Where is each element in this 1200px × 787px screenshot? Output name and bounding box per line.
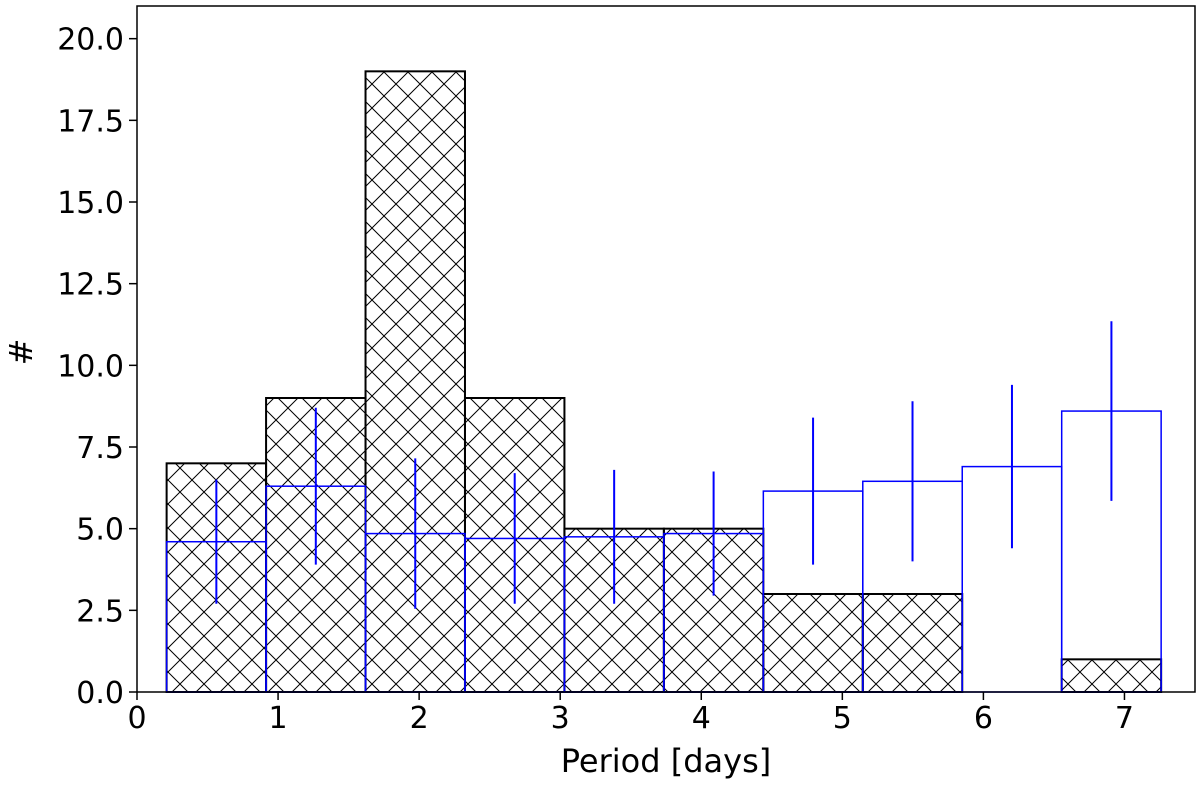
y-tick-label-3: 7.5 — [76, 431, 124, 466]
x-tick-label-1: 1 — [269, 701, 288, 736]
hatched-bar-fill-7 — [862, 594, 963, 692]
y-tick-label-2: 5.0 — [76, 513, 124, 548]
y-tick-label-0: 0.0 — [76, 676, 124, 711]
x-tick-label-7: 7 — [1115, 701, 1134, 736]
y-axis-label: # — [2, 339, 40, 366]
y-tick-label-6: 15.0 — [57, 186, 124, 221]
y-tick-label-4: 10.0 — [57, 349, 124, 384]
x-tick-label-2: 2 — [410, 701, 429, 736]
x-tick-label-6: 6 — [974, 701, 993, 736]
x-axis-label: Period [days] — [561, 742, 771, 780]
x-tick-label-3: 3 — [551, 701, 570, 736]
y-tick-label-1: 2.5 — [76, 594, 124, 629]
hatched-bar-fill-9 — [1061, 659, 1162, 692]
y-tick-label-5: 12.5 — [57, 268, 124, 303]
x-tick-label-0: 0 — [127, 701, 146, 736]
x-tick-label-4: 4 — [692, 701, 711, 736]
x-tick-label-5: 5 — [833, 701, 852, 736]
y-tick-label-8: 20.0 — [57, 23, 124, 58]
hatched-bar-fill-6 — [763, 594, 863, 692]
y-tick-label-7: 17.5 — [57, 104, 124, 139]
plot-frame — [136, 5, 1196, 693]
